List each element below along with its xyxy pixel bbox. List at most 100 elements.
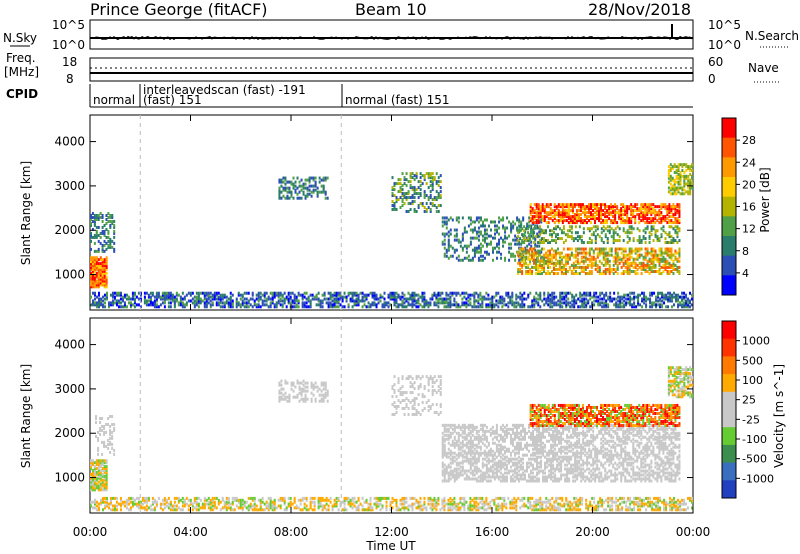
power-echo	[660, 257, 663, 261]
velocity-echo	[235, 498, 238, 502]
power-echo	[677, 180, 680, 184]
velocity-echo	[601, 502, 604, 506]
power-echo	[629, 291, 632, 295]
power-echo	[117, 299, 120, 303]
power-echo	[663, 293, 666, 297]
power-echo	[139, 293, 142, 297]
power-echo	[423, 210, 426, 213]
velocity-echo	[95, 467, 98, 471]
velocity-echo	[665, 500, 668, 504]
velocity-echo	[127, 496, 130, 500]
power-echo	[689, 192, 692, 196]
velocity-echo	[521, 504, 524, 508]
power-echo	[583, 205, 586, 209]
power-echo	[449, 299, 452, 303]
power-echo	[614, 261, 617, 265]
power-echo	[580, 267, 583, 271]
power-echo	[395, 291, 398, 295]
velocity-echo	[169, 508, 172, 512]
power-echo	[523, 303, 526, 307]
power-echo	[671, 293, 674, 297]
velocity-echo	[527, 496, 530, 500]
power-echo	[437, 204, 440, 208]
velocity-echo	[451, 498, 454, 502]
velocity-echo	[241, 498, 244, 502]
power-echo	[522, 218, 525, 222]
power-echo	[675, 188, 678, 192]
power-echo	[395, 305, 398, 309]
power-echo	[584, 265, 587, 269]
power-echo	[517, 272, 520, 276]
power-echo	[657, 295, 660, 299]
velocity-echo	[253, 504, 256, 508]
power-echo	[613, 297, 616, 301]
velocity-echo	[563, 504, 566, 508]
power-echo	[584, 272, 587, 276]
power-echo	[527, 270, 530, 273]
power-echo	[616, 211, 619, 215]
power-echo	[518, 258, 521, 262]
power-echo	[101, 213, 104, 217]
power-echo	[149, 301, 152, 305]
power-echo	[447, 240, 450, 244]
power-echo	[670, 205, 673, 209]
power-echo	[415, 210, 418, 213]
power-echo	[479, 305, 482, 309]
power-echo	[677, 190, 680, 194]
power-echo	[461, 291, 464, 295]
cpid-segment-3: normal (fast) 151	[345, 93, 449, 107]
power-echo	[93, 219, 96, 223]
power-echo	[523, 255, 526, 259]
power-echo	[105, 258, 108, 262]
power-echo	[324, 178, 327, 182]
velocity-echo	[267, 506, 270, 510]
power-echo	[643, 299, 646, 303]
power-echo	[604, 255, 607, 259]
velocity-echo	[109, 508, 112, 512]
power-echo	[322, 178, 325, 182]
power-echo	[600, 209, 603, 213]
power-echo	[668, 270, 671, 273]
power-echo	[592, 249, 595, 253]
power-echo	[539, 270, 542, 273]
power-echo	[576, 239, 579, 243]
velocity-echo	[679, 502, 682, 506]
power-echo	[658, 211, 661, 215]
power-echo	[447, 218, 450, 222]
power-echo	[97, 271, 100, 275]
power-echo	[90, 262, 92, 266]
power-echo	[622, 219, 625, 223]
power-echo	[157, 293, 160, 297]
power-echo	[93, 281, 96, 285]
power-echo	[669, 167, 672, 171]
power-echo	[585, 293, 588, 297]
power-echo	[271, 291, 274, 295]
velocity-echo	[411, 496, 414, 500]
velocity-echo	[605, 498, 608, 502]
power-echo	[551, 297, 554, 301]
power-echo	[574, 265, 577, 269]
power-echo	[655, 303, 658, 307]
velocity-echo	[271, 504, 274, 508]
power-echo	[677, 297, 680, 301]
power-echo	[535, 267, 538, 271]
power-echo	[535, 259, 538, 263]
power-echo	[560, 229, 563, 233]
power-echo	[423, 291, 426, 295]
velocity-echo	[441, 506, 444, 510]
power-echo	[459, 244, 462, 248]
power-echo	[101, 299, 104, 303]
power-echo	[652, 247, 655, 251]
power-echo	[612, 259, 615, 263]
power-echo	[209, 295, 212, 299]
power-echo	[629, 303, 632, 307]
velocity-echo	[655, 504, 658, 508]
power-echo	[652, 259, 655, 263]
power-echo	[671, 192, 674, 196]
power-echo	[515, 295, 518, 299]
velocity-echo	[90, 472, 92, 476]
nsearch-tick-top: 10^5	[708, 18, 741, 32]
power-echo	[561, 211, 564, 215]
velocity-echo	[547, 498, 550, 502]
velocity-echo	[619, 508, 622, 512]
